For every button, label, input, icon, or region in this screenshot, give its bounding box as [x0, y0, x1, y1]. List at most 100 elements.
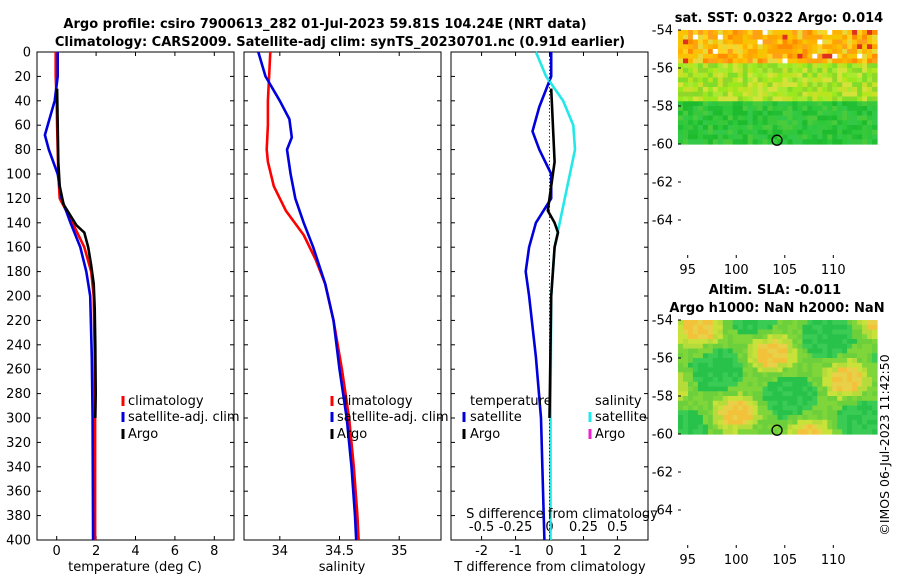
- map-cell: [782, 115, 789, 121]
- map-cell: [688, 82, 694, 88]
- map-cell: [847, 320, 853, 326]
- map-cell: [817, 63, 823, 69]
- map-cell: [678, 139, 684, 145]
- map-cell: [807, 353, 813, 359]
- map-cell: [792, 63, 798, 69]
- map-cell: [688, 68, 694, 74]
- map-cell: [727, 82, 734, 88]
- map-cell: [747, 106, 754, 112]
- map-cell: [802, 68, 808, 74]
- map-cell: [707, 320, 714, 326]
- map-cell: [732, 391, 739, 397]
- map-cell: [762, 115, 769, 121]
- map-cell: [837, 415, 843, 421]
- map-cell: [802, 91, 808, 98]
- map-cell: [683, 320, 689, 326]
- map-cell: [747, 53, 754, 60]
- map-cell: [782, 34, 789, 41]
- y-tick-label: 280: [6, 387, 31, 402]
- map-cell: [717, 58, 724, 64]
- map-cell: [772, 53, 779, 60]
- map-cell: [688, 324, 694, 331]
- map-cell: [792, 139, 798, 145]
- map-cell: [742, 429, 749, 435]
- map-cell: [767, 415, 774, 421]
- legend-label-satellite: satellite-adj. clim: [337, 410, 449, 425]
- map-cell: [707, 139, 714, 145]
- map-cell: [737, 49, 744, 55]
- map-cell: [737, 386, 744, 392]
- map-cell: [867, 410, 873, 416]
- map-cell: [842, 372, 848, 378]
- map-cell: [832, 87, 838, 93]
- map-cell: [812, 101, 818, 107]
- map-cell: [797, 415, 803, 421]
- map-cell: [742, 343, 749, 350]
- map-cell: [832, 343, 838, 350]
- map-cell: [747, 358, 754, 364]
- map-cell: [842, 129, 848, 136]
- map-cell: [862, 77, 868, 83]
- map-cell: [762, 410, 769, 416]
- map-cell: [742, 334, 749, 340]
- map-cell: [782, 400, 789, 407]
- map-cell: [727, 91, 734, 98]
- map-cell: [688, 334, 694, 340]
- map-cell: [697, 39, 704, 45]
- map-cell: [767, 372, 774, 378]
- map-cell: [717, 386, 724, 392]
- map-cell: [807, 53, 813, 60]
- map-cell: [817, 429, 823, 435]
- map-cell: [862, 410, 868, 416]
- difference-legend-left: temperature satellite Argo: [462, 394, 552, 442]
- map-cell: [867, 68, 873, 74]
- map-cell: [862, 429, 868, 435]
- map-cell: [727, 115, 734, 121]
- map-cell: [777, 39, 784, 45]
- map-cell: [817, 125, 823, 131]
- map-cell: [852, 358, 858, 364]
- map-cell: [717, 96, 724, 102]
- map-cell: [792, 106, 798, 112]
- map-cell: [832, 53, 838, 60]
- map-cell: [797, 386, 803, 392]
- map-cell: [747, 429, 754, 435]
- map-cell: [797, 34, 803, 41]
- map-cell: [812, 415, 818, 421]
- map-cell: [852, 419, 858, 426]
- map-cell: [702, 348, 709, 354]
- map-cell: [762, 362, 769, 369]
- map-cell: [867, 101, 873, 107]
- map-cell: [802, 405, 808, 411]
- map-cell: [772, 63, 779, 69]
- map-cell: [827, 91, 833, 98]
- x-tick-label: -2: [475, 544, 488, 559]
- map-cell: [862, 110, 868, 117]
- map-cell: [732, 82, 739, 88]
- map-cell: [747, 396, 754, 402]
- map-cell: [678, 348, 684, 354]
- map-cell: [842, 77, 848, 83]
- map-cell: [762, 320, 769, 326]
- map-cell: [712, 348, 719, 354]
- map-cell: [807, 77, 813, 83]
- map-cell: [742, 68, 749, 74]
- map-cell: [762, 405, 769, 411]
- map-cell: [752, 49, 759, 55]
- map-cell: [697, 381, 704, 388]
- map-cell: [692, 405, 699, 411]
- map-cell: [807, 139, 813, 145]
- map-cell: [707, 324, 714, 331]
- map-cell: [757, 348, 764, 354]
- map-cell: [832, 329, 838, 335]
- map-cell: [832, 68, 838, 74]
- map-cell: [797, 334, 803, 340]
- map-cell: [787, 343, 794, 350]
- y-tick-label: 0: [23, 46, 31, 61]
- map-cell: [772, 72, 779, 79]
- map-cell: [832, 120, 838, 126]
- map-cell: [772, 367, 779, 373]
- map-cell: [842, 106, 848, 112]
- map-cell: [772, 44, 779, 50]
- map-cell: [732, 134, 739, 140]
